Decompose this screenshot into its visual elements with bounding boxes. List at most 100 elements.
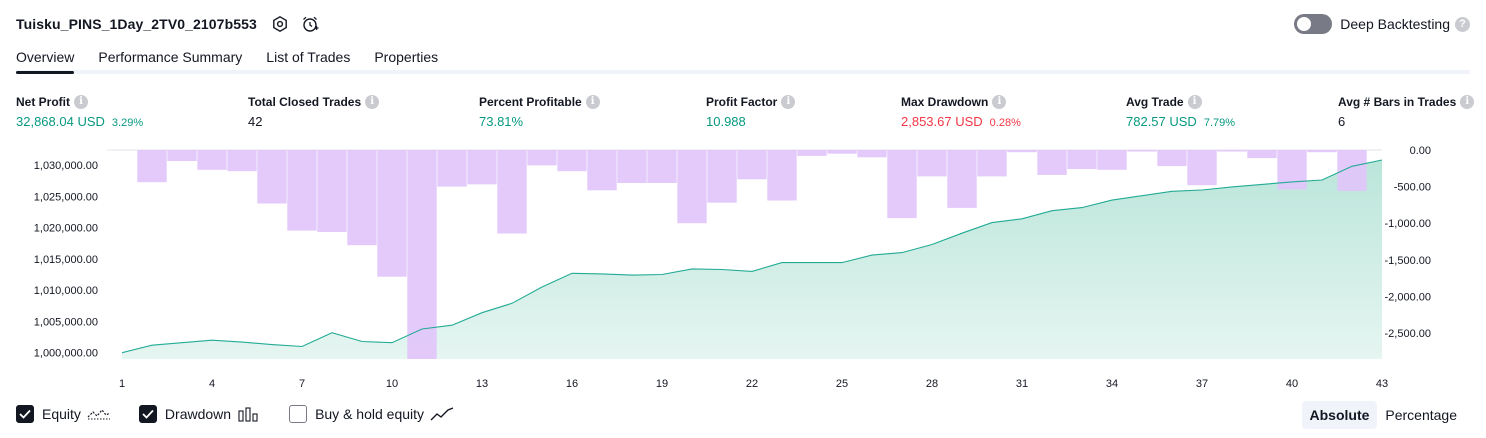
drawdown-bar [587, 150, 617, 191]
left-axis-tick-label: 1,005,000.00 [34, 316, 98, 328]
drawdown-bar [167, 150, 197, 161]
deep-backtesting-toggle[interactable] [1294, 14, 1333, 34]
equity-drawdown-chart[interactable]: 1,000,000.00 1,005,000.00 1,010,000.00 1,01… [0, 140, 1486, 398]
info-icon[interactable]: i [1460, 94, 1475, 109]
x-axis-tick-label: 22 [746, 378, 758, 390]
drawdown-bar [1067, 150, 1097, 169]
right-axis-tick-label: -2,500.00 [1385, 328, 1431, 340]
drawdown-bar [197, 150, 227, 170]
equity-checkbox[interactable] [16, 405, 34, 423]
info-icon[interactable]: i [74, 94, 88, 109]
metric-value: 32,868.04 USD [16, 114, 105, 129]
metric-avg-trade: Avg Trade i 782.57 USD 7.79% [1126, 94, 1235, 129]
deep-backtesting: Deep Backtesting ? [1294, 12, 1470, 36]
drawdown-bar [677, 150, 707, 224]
drawdown-bar [1037, 150, 1067, 175]
drawdown-bar [767, 150, 797, 201]
right-axis-tick-label: -1,500.00 [1385, 255, 1431, 267]
metric-value: 6 [1338, 114, 1346, 129]
metric-label: Percent Profitable [479, 94, 582, 109]
info-icon[interactable]: i [992, 94, 1007, 109]
info-icon[interactable]: i [781, 94, 796, 109]
legend-label: Equity [42, 406, 81, 422]
metric-profit-factor: Profit Factor i 10.988 [706, 94, 796, 129]
x-axis-tick-label: 31 [1016, 378, 1028, 390]
legend-equity[interactable]: Equity [16, 405, 111, 423]
drawdown-bar [317, 150, 347, 232]
drawdown-bar [1187, 150, 1217, 186]
drawdown-bar [827, 150, 857, 154]
drawdown-bar [527, 150, 557, 166]
x-axis-tick-label: 16 [566, 378, 578, 390]
x-axis-tick-label: 10 [386, 378, 398, 390]
drawdown-bar [1217, 150, 1247, 152]
drawdown-bar [857, 150, 887, 158]
drawdown-bar [1307, 150, 1337, 153]
x-axis-tick-label: 40 [1286, 378, 1298, 390]
legend-buy-hold[interactable]: Buy & hold equity [289, 405, 454, 423]
metric-label: Avg Trade [1126, 94, 1184, 109]
metric-value: 73.81% [479, 114, 524, 129]
value-mode-switch: Absolute Percentage [1301, 401, 1466, 429]
tab-overview[interactable]: Overview [16, 46, 75, 74]
drawdown-bar [377, 150, 407, 277]
left-axis-tick-label: 1,030,000.00 [34, 160, 98, 172]
help-icon[interactable]: ? [1455, 16, 1470, 32]
equity-line-icon [87, 409, 111, 420]
x-axis-tick-label: 13 [476, 378, 488, 390]
left-axis-tick-label: 1,000,000.00 [34, 348, 98, 360]
drawdown-bar [137, 150, 167, 183]
drawdown-checkbox[interactable] [138, 405, 157, 423]
metric-percent: 7.79% [1203, 117, 1236, 129]
tab-properties[interactable]: Properties [374, 49, 439, 65]
x-axis-tick-label: 1 [119, 378, 125, 390]
metric-percent: 0.28% [989, 117, 1021, 129]
metric-value: 10.988 [706, 114, 746, 129]
drawdown-bar [947, 150, 977, 208]
drawdown-bar [917, 150, 947, 177]
drawdown-bar [1277, 150, 1307, 190]
metric-avg-bars: Avg # Bars in Trades i 6 [1338, 94, 1475, 129]
drawdown-bar [497, 150, 527, 234]
metric-value: 42 [248, 114, 263, 129]
mode-percentage-button[interactable]: Percentage [1385, 407, 1457, 423]
metric-label: Max Drawdown [901, 94, 989, 109]
buy-hold-checkbox[interactable] [289, 405, 308, 423]
drawdown-bar [227, 150, 257, 172]
add-alert-icon[interactable] [299, 13, 321, 35]
metric-net-profit: Net Profit i 32,868.04 USD 3.29% [16, 94, 143, 129]
report-tabs: Overview Performance Summary List of Tra… [16, 46, 1470, 74]
drawdown-bar [437, 150, 467, 187]
drawdown-bar [647, 150, 677, 183]
drawdown-bar [707, 150, 737, 203]
legend-drawdown[interactable]: Drawdown [138, 405, 261, 423]
drawdown-bar [977, 150, 1007, 177]
drawdown-bar [617, 150, 647, 183]
x-axis-tick-label: 4 [209, 378, 215, 390]
x-axis-tick-label: 19 [656, 378, 668, 390]
buy-hold-line-icon [430, 407, 454, 421]
drawdown-bar [887, 150, 917, 219]
metric-max-drawdown: Max Drawdown i 2,853.67 USD 0.28% [901, 94, 1021, 129]
drawdown-bar [287, 150, 317, 231]
mode-absolute-button[interactable]: Absolute [1301, 401, 1378, 429]
info-icon[interactable]: i [365, 94, 380, 109]
settings-hex-icon[interactable] [269, 13, 291, 35]
drawdown-bar [557, 150, 587, 172]
left-axis-tick-label: 1,015,000.00 [34, 254, 98, 266]
info-icon[interactable]: i [585, 94, 600, 109]
toggle-knob [1297, 17, 1312, 31]
right-axis-tick-label: 0.00 [1410, 145, 1431, 157]
info-icon[interactable]: i [1187, 94, 1202, 109]
drawdown-bar [1127, 150, 1157, 152]
tab-performance-summary[interactable]: Performance Summary [98, 49, 243, 65]
drawdown-bar [1007, 150, 1037, 153]
drawdown-bars-icon [238, 407, 258, 422]
metric-value: 2,853.67 USD [901, 114, 983, 129]
metric-label: Total Closed Trades [248, 94, 362, 109]
drawdown-bar [1157, 150, 1187, 167]
drawdown-bar [1247, 150, 1277, 159]
tab-list-of-trades[interactable]: List of Trades [266, 49, 351, 65]
equity-line [121, 159, 1383, 354]
x-axis-tick-label: 7 [299, 378, 305, 390]
